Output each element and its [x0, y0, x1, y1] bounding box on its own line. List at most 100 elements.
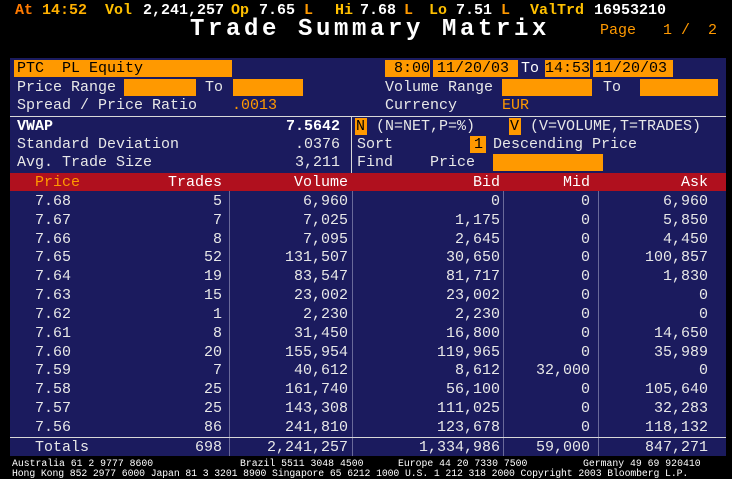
- label: Hi: [335, 2, 354, 19]
- cell: 8: [212, 324, 222, 342]
- column-divider: [503, 191, 504, 456]
- cell: 7: [212, 211, 222, 229]
- cell: 35,989: [653, 343, 708, 361]
- cell: 2,230: [302, 305, 348, 323]
- label: Standard Deviation: [17, 136, 180, 153]
- label: VWAP: [17, 118, 54, 135]
- cell: 0: [580, 287, 590, 305]
- footer-text: Brazil 5511 3048 4500: [240, 458, 364, 469]
- column-header: Price: [35, 174, 81, 191]
- cell: 0: [490, 193, 500, 210]
- input-field[interactable]: [433, 60, 518, 77]
- value: 7.5642: [285, 118, 340, 135]
- cell: 5,850: [662, 211, 708, 229]
- option-help: (N=NET,P=%): [376, 118, 476, 135]
- cell: 155,954: [284, 343, 348, 361]
- cell: 2,230: [454, 305, 500, 323]
- input-field[interactable]: [493, 154, 603, 171]
- total-cell: 59,000: [535, 439, 590, 456]
- column-divider: [352, 191, 353, 456]
- page-label: Page: [600, 22, 637, 39]
- cell: 25: [203, 400, 222, 418]
- cell: 241,810: [284, 418, 348, 436]
- cell: 6,960: [662, 193, 708, 210]
- value: 7.51: [456, 2, 493, 19]
- input-field[interactable]: [355, 118, 367, 135]
- cell: 56,100: [445, 381, 500, 399]
- cell: 7.58: [35, 381, 72, 399]
- option-code: V: [510, 118, 520, 135]
- cell: 0: [580, 381, 590, 399]
- security: PL Equity: [62, 60, 144, 77]
- cell: 7.57: [35, 400, 72, 418]
- input-field[interactable]: [14, 60, 232, 77]
- flag: L: [501, 2, 511, 19]
- cell: 8: [212, 230, 222, 248]
- input-field[interactable]: [385, 60, 430, 77]
- option-code: 1: [474, 136, 484, 153]
- value: 7.68: [360, 2, 397, 19]
- cell: 31,450: [293, 324, 348, 342]
- option-code: N: [356, 118, 366, 135]
- label: To: [205, 79, 224, 96]
- label: Volume Range: [385, 79, 494, 96]
- ticker: PTC: [17, 60, 45, 77]
- cell: 161,740: [284, 381, 348, 399]
- cell: 6,960: [302, 193, 348, 210]
- end-date: 11/20/03: [595, 60, 668, 77]
- cell: 7.61: [35, 324, 72, 342]
- cell: 40,612: [293, 362, 348, 380]
- flag: L: [404, 2, 414, 19]
- input-field[interactable]: [502, 79, 592, 96]
- end-time: 14:53: [545, 60, 591, 77]
- cell: 131,507: [284, 249, 348, 267]
- label: Op: [231, 2, 250, 19]
- cell: 0: [580, 230, 590, 248]
- table-header: [10, 173, 726, 191]
- input-field[interactable]: [593, 60, 673, 77]
- input-field[interactable]: [470, 136, 486, 153]
- input-field[interactable]: [509, 118, 521, 135]
- flag: L: [304, 2, 314, 19]
- cell: 7,095: [302, 230, 348, 248]
- cell: 100,857: [644, 249, 708, 267]
- cell: 7,025: [302, 211, 348, 229]
- cell: 25: [203, 381, 222, 399]
- label: Price Range: [17, 79, 117, 96]
- start-time: 8:00: [394, 60, 431, 77]
- total-cell: 2,241,257: [266, 439, 348, 456]
- column-header: Ask: [680, 174, 708, 191]
- footer-text: Europe 44 20 7330 7500: [398, 458, 528, 469]
- label: Lo: [429, 2, 448, 19]
- cell: 5: [212, 193, 222, 210]
- cell: 118,132: [644, 418, 708, 436]
- input-field[interactable]: [124, 79, 196, 96]
- cell: 7.64: [35, 268, 72, 286]
- cell: 0: [580, 193, 590, 210]
- cell: 32,000: [535, 362, 590, 380]
- option-help: (V=VOLUME,T=TRADES): [530, 118, 702, 135]
- input-field[interactable]: [640, 79, 718, 96]
- column-header: Trades: [167, 174, 222, 191]
- label: Avg. Trade Size: [17, 154, 153, 171]
- cell: 81,717: [445, 268, 500, 286]
- footer-text: Australia 61 2 9777 8600: [12, 458, 154, 469]
- cell: 1,830: [662, 268, 708, 286]
- divider: [10, 116, 726, 117]
- cell: 0: [698, 362, 708, 380]
- cell: 0: [580, 418, 590, 436]
- cell: 7.66: [35, 230, 72, 248]
- screen-title: Trade Summary Matrix: [190, 16, 551, 43]
- cell: 7.68: [35, 193, 72, 210]
- cell: 7.65: [35, 249, 72, 267]
- cell: 7.62: [35, 305, 72, 323]
- cell: 0: [580, 324, 590, 342]
- input-field[interactable]: [233, 79, 303, 96]
- divider: [351, 116, 352, 173]
- label: ValTrd: [530, 2, 585, 19]
- column-header: Bid: [472, 174, 500, 191]
- total-cell: 698: [194, 439, 222, 456]
- input-field[interactable]: [545, 60, 590, 77]
- sort-description: Descending Price: [493, 136, 638, 153]
